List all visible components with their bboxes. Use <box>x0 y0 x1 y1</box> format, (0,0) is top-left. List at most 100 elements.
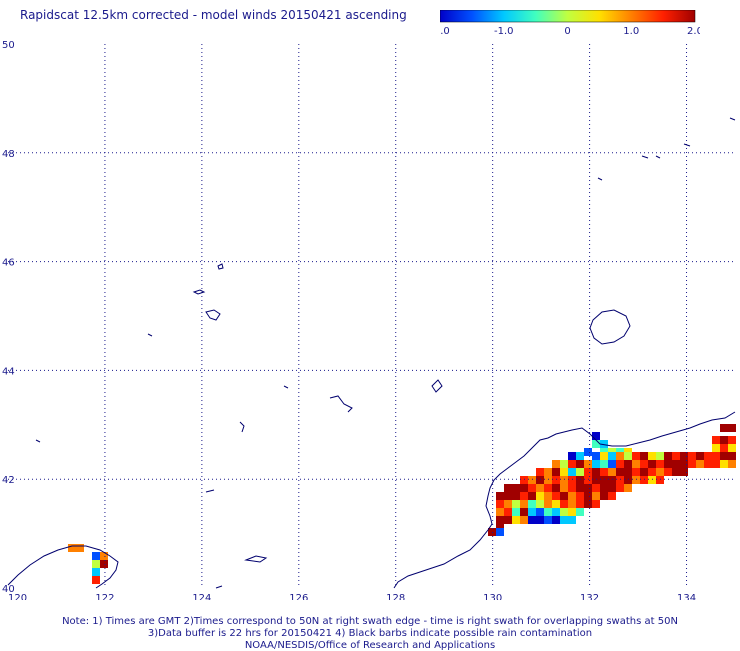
swath-cell <box>520 516 528 524</box>
colorbar-tick-label: 0 <box>564 26 570 36</box>
swath-cell <box>576 508 584 516</box>
swath-cell <box>552 460 560 468</box>
coastline-islet-13 <box>641 155 649 159</box>
swath-cell <box>568 508 576 516</box>
swath-cell <box>504 500 512 508</box>
swath-cell <box>496 516 504 524</box>
swath-cell <box>552 500 560 508</box>
coastline-islet-10 <box>205 489 215 493</box>
swath-cell <box>632 476 640 484</box>
swath-cell <box>624 476 632 484</box>
swath-cell <box>600 476 608 484</box>
swath-cell <box>584 484 592 492</box>
coastline-islet-15 <box>683 143 691 147</box>
swath-cell <box>568 476 576 484</box>
swath-cell <box>68 544 76 552</box>
lon-tick-label: 126 <box>289 593 308 600</box>
swath-cell <box>592 500 600 508</box>
swath-cell <box>520 500 528 508</box>
swath-cell <box>696 460 704 468</box>
swath-cell <box>568 492 576 500</box>
swath-cell <box>640 468 648 476</box>
swath-cell <box>544 484 552 492</box>
swath-cell <box>576 476 584 484</box>
swath-cell <box>552 492 560 500</box>
swath-cell <box>92 552 100 560</box>
swath-cell <box>504 508 512 516</box>
swath-cell <box>600 468 608 476</box>
swath-cell <box>672 468 680 476</box>
coastline-islet-7 <box>431 379 443 393</box>
swath-cell <box>488 528 496 536</box>
swath-cell <box>576 460 584 468</box>
swath-cell <box>680 468 688 476</box>
swath-cell <box>560 468 568 476</box>
swath-cell <box>608 476 616 484</box>
swath-cell <box>632 452 640 460</box>
swath-cell <box>712 452 720 460</box>
swath-cell <box>568 460 576 468</box>
swath-cell <box>656 468 664 476</box>
lat-tick-label: 40 <box>2 584 15 595</box>
swath-cell <box>584 492 592 500</box>
swath-cell <box>648 468 656 476</box>
lon-tick-label: 122 <box>95 593 114 600</box>
swath-cell <box>600 484 608 492</box>
swath-cell <box>568 500 576 508</box>
swath-cell <box>520 484 528 492</box>
lat-tick-label: 44 <box>2 366 15 377</box>
swath-cell <box>100 560 108 568</box>
swath-cell <box>560 508 568 516</box>
swath-cell <box>584 476 592 484</box>
swath-cell <box>600 440 608 448</box>
swath-cell <box>536 516 544 524</box>
axis-labels: 1201221241261281301321345048464442405:33… <box>2 40 696 600</box>
swath-cell <box>728 460 736 468</box>
swath-cell <box>688 452 696 460</box>
swath-cell <box>528 500 536 508</box>
swath-cell <box>496 500 504 508</box>
lon-tick-label: 120 <box>8 593 27 600</box>
swath-cell <box>616 460 624 468</box>
swath-cell <box>720 452 728 460</box>
swath-cell <box>728 444 736 452</box>
coastline-islet-12 <box>597 177 603 181</box>
swath-cell <box>608 460 616 468</box>
swath-cell <box>544 492 552 500</box>
swath-cell <box>512 508 520 516</box>
swath-cell <box>536 500 544 508</box>
swath-cell <box>608 468 616 476</box>
swath-cell <box>528 476 536 484</box>
lon-tick-label: 132 <box>580 593 599 600</box>
swath-cell <box>664 468 672 476</box>
swath-cell <box>76 544 84 552</box>
swath-cell <box>552 516 560 524</box>
swath-cell <box>520 508 528 516</box>
swath-cell <box>680 460 688 468</box>
swath-cell <box>568 484 576 492</box>
swath-cell <box>584 460 592 468</box>
swath-cell <box>92 560 100 568</box>
swath-cell <box>576 468 584 476</box>
coastline-islet-9 <box>35 439 41 443</box>
coastline-islet-3 <box>205 309 221 321</box>
map-plot: 1201221241261281301321345048464442405:33… <box>2 40 736 600</box>
swath-cell <box>560 492 568 500</box>
swath-cell <box>648 476 656 484</box>
swath-cell <box>528 492 536 500</box>
swath-cell <box>728 436 736 444</box>
swath-cell <box>544 516 552 524</box>
swath-cell <box>528 508 536 516</box>
swath-cell <box>680 452 688 460</box>
lon-tick-label: 134 <box>677 593 696 600</box>
coastline-islet-5 <box>283 385 289 389</box>
swath-cell <box>664 460 672 468</box>
swath-cell <box>576 492 584 500</box>
swath-cell <box>496 492 504 500</box>
swath-cell <box>584 500 592 508</box>
swath-cell <box>520 476 528 484</box>
lat-tick-label: 42 <box>2 475 15 486</box>
swath-cell <box>632 460 640 468</box>
swath-cell <box>592 452 600 460</box>
swath-cell <box>704 460 712 468</box>
